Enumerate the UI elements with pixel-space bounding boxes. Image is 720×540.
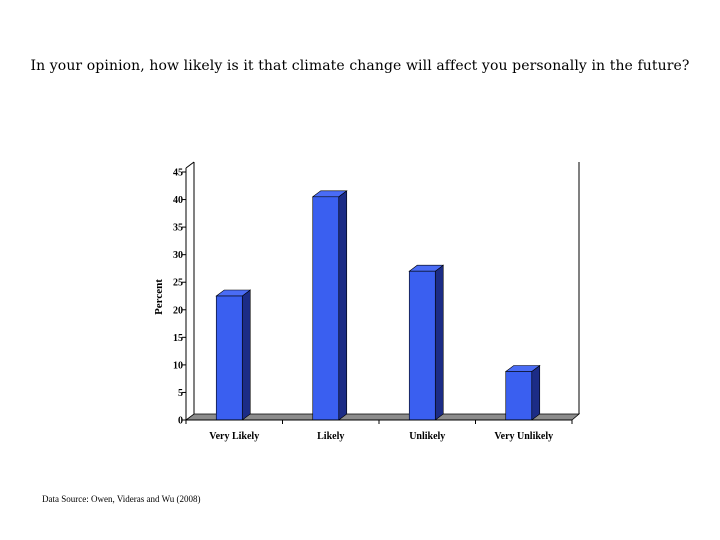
y-axis-top-edge bbox=[185, 161, 195, 169]
y-tick-label: 30 bbox=[173, 250, 183, 261]
bar bbox=[504, 364, 541, 421]
bar-side bbox=[434, 264, 444, 421]
x-category-label: Very Unlikely bbox=[494, 431, 553, 442]
bar bbox=[215, 289, 252, 421]
chart-title: In your opinion, how likely is it that c… bbox=[30, 58, 690, 74]
bar-front bbox=[408, 270, 436, 421]
x-category-label: Unlikely bbox=[409, 431, 445, 442]
x-category-label: Very Likely bbox=[209, 431, 259, 442]
y-tick-label: 45 bbox=[173, 168, 183, 179]
y-axis: 0 5 10 15 20 25 30 35 40 45 bbox=[173, 161, 195, 427]
x-axis: Very Likely Likely Unlikely Very Unlikely bbox=[185, 419, 573, 442]
bar-side bbox=[531, 364, 541, 421]
bar bbox=[408, 264, 445, 421]
y-axis-label: Percent bbox=[153, 279, 165, 315]
data-source-note: Data Source: Owen, Videras and Wu (2008) bbox=[42, 494, 201, 504]
bar bbox=[311, 190, 348, 421]
x-category-label: Likely bbox=[317, 431, 344, 442]
y-tick-label: 20 bbox=[173, 305, 183, 316]
y-tick-label: 15 bbox=[173, 333, 183, 344]
bars bbox=[215, 190, 541, 421]
bar-front bbox=[312, 196, 340, 421]
y-tick-label: 5 bbox=[178, 388, 183, 399]
bar-front bbox=[505, 371, 533, 421]
y-tick-label: 35 bbox=[173, 223, 183, 234]
y-tick-label: 40 bbox=[173, 195, 183, 206]
y-tick-label: 25 bbox=[173, 278, 183, 289]
bar-side bbox=[338, 190, 348, 421]
bar-front bbox=[215, 295, 243, 421]
y-tick-label: 0 bbox=[178, 416, 183, 427]
bar-side bbox=[241, 289, 251, 421]
y-tick-label: 10 bbox=[173, 360, 183, 371]
